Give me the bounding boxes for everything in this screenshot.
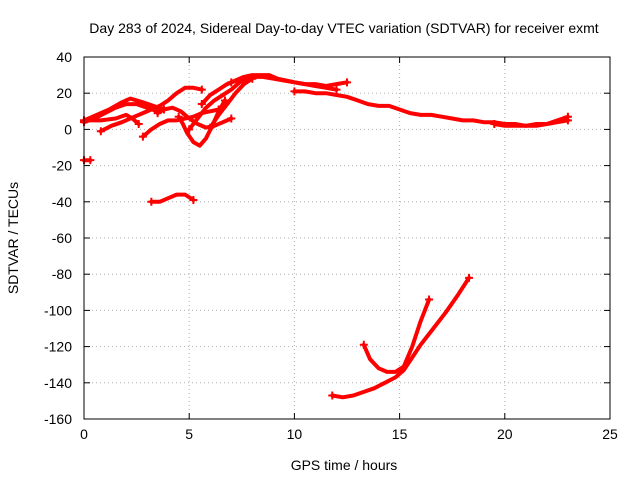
y-tick-label: -100	[44, 302, 72, 318]
axis-ticks: 0 5 10 15 20 25 40 20 0 -20 -40 -60 -80 -100 -120 -140 -…	[44, 49, 618, 442]
series-line-arc-16	[330, 275, 471, 400]
series-endpoint-marker	[563, 112, 572, 121]
series-line-arc-11	[229, 74, 339, 92]
series-line-arc-4	[98, 85, 204, 134]
x-tick-label: 15	[392, 426, 408, 442]
series-endpoint-marker	[343, 78, 351, 87]
x-tick-label: 10	[287, 426, 303, 442]
series-line-arc-9	[208, 76, 255, 130]
series-endpoint-marker	[147, 197, 156, 206]
y-tick-label: -80	[52, 266, 72, 282]
series-endpoint-marker	[206, 123, 215, 132]
y-tick-label: -20	[52, 158, 72, 174]
series-endpoint-marker	[332, 85, 341, 94]
data-series	[80, 73, 572, 400]
series-endpoint-marker	[465, 273, 474, 282]
series-endpoint-marker	[197, 100, 206, 109]
series-endpoint-marker	[425, 295, 434, 304]
series-endpoint-marker	[153, 109, 162, 118]
x-axis-title: GPS time / hours	[291, 457, 398, 473]
series-line-arc-15	[149, 192, 196, 204]
y-tick-label: 40	[56, 49, 72, 65]
series-endpoint-marker	[328, 391, 337, 400]
series-endpoint-marker	[134, 119, 143, 128]
series-endpoint-marker	[86, 156, 95, 165]
series-endpoint-marker	[138, 132, 147, 141]
series-line-arc-8	[187, 76, 251, 132]
series-endpoint-marker	[490, 119, 499, 128]
series-endpoint-marker	[185, 125, 194, 134]
series-endpoint-marker	[290, 87, 299, 96]
y-tick-label: -140	[44, 375, 72, 391]
x-tick-label: 25	[602, 426, 618, 442]
series-line-arc-1	[82, 96, 166, 123]
y-axis-title: SDTVAR / TECUs	[5, 182, 21, 294]
y-tick-label: -40	[52, 194, 72, 210]
series-endpoint-marker	[174, 112, 183, 121]
series-line-arc-17	[361, 297, 432, 374]
x-tick-label: 0	[80, 426, 88, 442]
y-tick-label: 0	[64, 121, 72, 137]
y-tick-label: -120	[44, 339, 72, 355]
y-tick-label: -60	[52, 230, 72, 246]
series-line-arc-12	[292, 89, 570, 128]
series-endpoint-marker	[359, 340, 368, 349]
series-endpoint-marker	[96, 127, 105, 136]
x-tick-label: 20	[497, 426, 513, 442]
series-endpoint-marker	[227, 114, 236, 123]
series-line-arc-13	[492, 114, 570, 128]
series-endpoint-marker	[189, 195, 198, 204]
series-line-arc-2	[82, 102, 160, 125]
series-endpoint-marker	[227, 78, 236, 87]
series-endpoint-marker	[197, 85, 206, 94]
y-tick-label: 20	[56, 85, 72, 101]
series-line-arc-3	[82, 112, 141, 126]
x-tick-label: 5	[185, 426, 193, 442]
y-tick-label: -160	[44, 411, 72, 427]
chart-title: Day 283 of 2024, Sidereal Day-to-day VTE…	[89, 20, 598, 36]
